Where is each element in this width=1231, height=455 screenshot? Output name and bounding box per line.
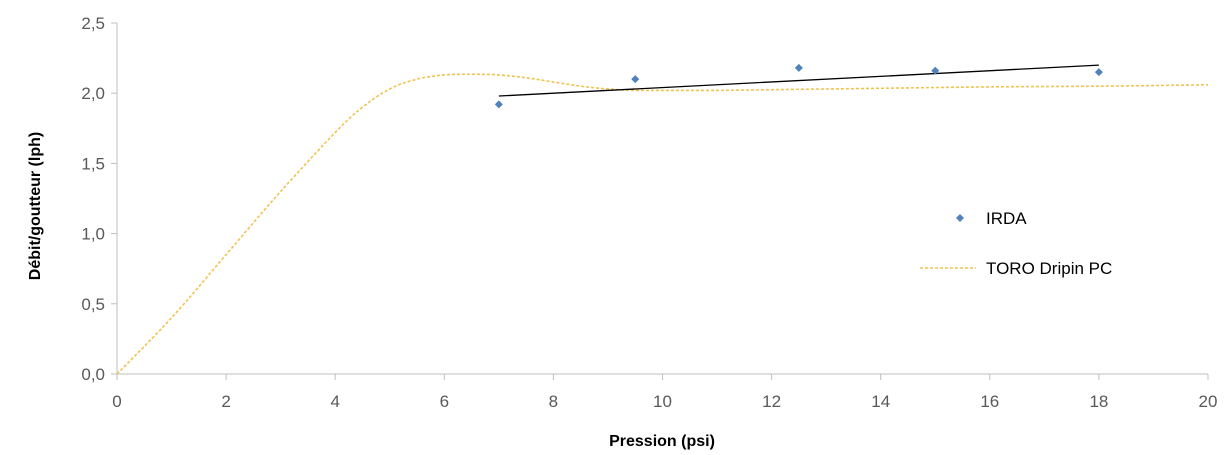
y-tick-label: 0,5 bbox=[81, 295, 105, 314]
legend-entry-irda: IRDA bbox=[956, 209, 1027, 228]
y-tick-label: 2,5 bbox=[81, 14, 105, 33]
y-tick-label: 2,0 bbox=[81, 84, 105, 103]
x-tick-label: 4 bbox=[330, 392, 339, 411]
series-line-toro bbox=[116, 73, 1209, 375]
data-point-irda bbox=[631, 75, 640, 84]
data-point-irda bbox=[794, 63, 803, 72]
x-tick-label: 10 bbox=[653, 392, 672, 411]
x-tick-label: 0 bbox=[112, 392, 121, 411]
x-tick-label: 12 bbox=[762, 392, 781, 411]
y-tick-label: 0,0 bbox=[81, 365, 105, 384]
plot-area: 0 2 4 6 8 10 12 14 16 18 20 0,0 0,5 1,0 1,5 2,0 2,5 bbox=[81, 14, 1217, 411]
y-tick-label: 1,0 bbox=[81, 225, 105, 244]
data-point-irda bbox=[494, 100, 503, 109]
x-tick-label: 6 bbox=[440, 392, 449, 411]
data-point-irda bbox=[931, 66, 940, 75]
y-axis-title: Débit/goutteur (lph) bbox=[27, 132, 44, 280]
x-tick-label: 2 bbox=[221, 392, 230, 411]
legend-label-irda: IRDA bbox=[986, 209, 1027, 228]
legend-marker-irda bbox=[956, 214, 964, 222]
x-tick-label: 14 bbox=[871, 392, 890, 411]
legend-entry-toro: TORO Dripin PC bbox=[920, 259, 1112, 278]
y-tick-label: 1,5 bbox=[81, 154, 105, 173]
legend-label-toro: TORO Dripin PC bbox=[986, 259, 1112, 278]
x-tick-label: 8 bbox=[549, 392, 558, 411]
trendline-irda bbox=[498, 64, 1099, 97]
x-axis-ticks: 0 2 4 6 8 10 12 14 16 18 20 bbox=[112, 374, 1217, 411]
y-axis-ticks: 0,0 0,5 1,0 1,5 2,0 2,5 bbox=[81, 14, 117, 384]
x-tick-label: 16 bbox=[980, 392, 999, 411]
x-tick-label: 20 bbox=[1199, 392, 1218, 411]
legend: IRDA TORO Dripin PC bbox=[920, 209, 1112, 278]
data-point-irda bbox=[1094, 68, 1103, 77]
x-axis-title: Pression (psi) bbox=[609, 433, 715, 450]
x-tick-label: 18 bbox=[1089, 392, 1108, 411]
series-layer bbox=[116, 63, 1209, 375]
